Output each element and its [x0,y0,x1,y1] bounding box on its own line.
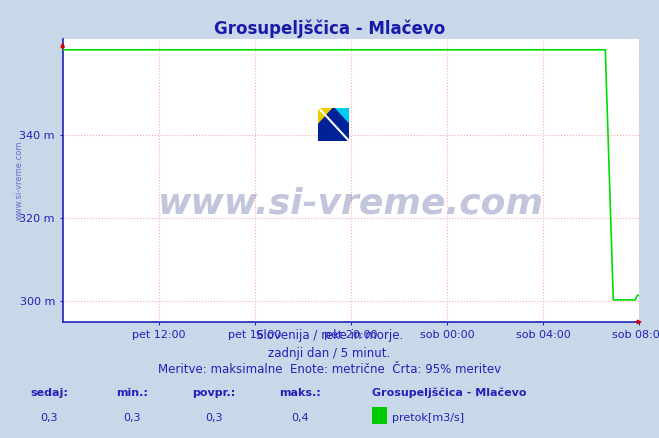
Polygon shape [333,108,349,124]
Text: www.si-vreme.com: www.si-vreme.com [158,186,544,220]
Text: Grosupeljščica - Mlačevo: Grosupeljščica - Mlačevo [372,388,527,399]
Text: min.:: min.: [116,389,148,399]
Text: maks.:: maks.: [279,389,321,399]
Text: povpr.:: povpr.: [192,389,236,399]
Text: pretok[m3/s]: pretok[m3/s] [392,413,464,424]
Text: 0,3: 0,3 [41,413,58,424]
Text: www.si-vreme.com: www.si-vreme.com [15,141,24,220]
Text: Meritve: maksimalne  Enote: metrične  Črta: 95% meritev: Meritve: maksimalne Enote: metrične Črta… [158,363,501,376]
Text: 0,3: 0,3 [206,413,223,424]
Polygon shape [318,108,349,141]
Text: Slovenija / reke in morje.: Slovenija / reke in morje. [256,329,403,343]
Polygon shape [318,108,333,124]
Text: 0,3: 0,3 [123,413,140,424]
Text: sedaj:: sedaj: [30,389,69,399]
Text: zadnji dan / 5 minut.: zadnji dan / 5 minut. [268,347,391,360]
Text: Grosupeljščica - Mlačevo: Grosupeljščica - Mlačevo [214,20,445,38]
Text: 0,4: 0,4 [291,413,308,424]
